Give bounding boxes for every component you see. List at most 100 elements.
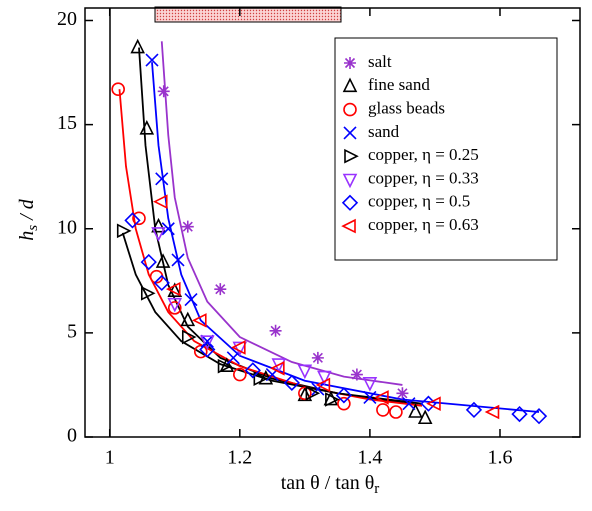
marker (341, 218, 356, 234)
legend-label: salt (368, 52, 392, 71)
marker (374, 390, 389, 405)
y-tick-label: 5 (67, 320, 77, 342)
x-tick-label: 1.4 (357, 447, 382, 469)
marker (297, 364, 313, 380)
fit-curve (151, 62, 540, 413)
marker (511, 405, 528, 423)
marker (217, 358, 233, 374)
marker (231, 340, 246, 355)
legend-label: copper, η = 0.25 (368, 145, 479, 164)
marker (417, 409, 433, 425)
marker (193, 344, 208, 359)
marker (155, 253, 171, 268)
y-tick-label: 10 (57, 216, 77, 238)
marker (315, 377, 331, 393)
y-tick-label: 20 (57, 8, 77, 30)
marker (181, 329, 197, 345)
marker (139, 119, 155, 135)
marker (426, 396, 441, 411)
marker (342, 173, 358, 189)
marker (161, 222, 175, 236)
legend-label: copper, η = 0.5 (368, 192, 470, 211)
marker (145, 53, 159, 67)
marker (298, 386, 312, 401)
marker (140, 286, 156, 301)
marker (151, 227, 166, 242)
marker (165, 281, 181, 297)
marker (171, 253, 185, 267)
marker (200, 334, 214, 348)
marker (244, 362, 261, 379)
legend-label: glass beads (368, 99, 445, 118)
marker (335, 387, 353, 404)
marker (124, 212, 141, 229)
marker (199, 335, 215, 350)
marker (317, 370, 332, 386)
y-axis-label: hs / d (16, 198, 42, 240)
marker (297, 386, 313, 402)
marker (389, 405, 403, 419)
marker (153, 274, 170, 292)
marker (269, 324, 282, 337)
x-tick-label: 1.2 (227, 447, 252, 469)
marker (157, 85, 170, 98)
marker (184, 292, 198, 307)
legend-label: sand (368, 122, 400, 141)
marker (253, 371, 269, 386)
marker (130, 38, 145, 54)
marker (311, 351, 324, 364)
marker (151, 217, 166, 233)
marker (271, 358, 287, 373)
marker (155, 172, 169, 186)
legend-label: copper, η = 0.33 (368, 168, 479, 187)
marker (323, 390, 339, 406)
marker (233, 367, 247, 382)
marker (132, 211, 146, 226)
marker (343, 126, 357, 140)
marker (362, 377, 378, 392)
marker (342, 77, 358, 93)
marker (283, 374, 300, 391)
marker (116, 223, 132, 239)
marker (350, 368, 363, 381)
marker (152, 194, 168, 209)
marker (363, 390, 377, 404)
legend-box (334, 37, 558, 261)
marker (270, 360, 285, 376)
marker (341, 194, 359, 211)
marker (337, 396, 351, 411)
marker (325, 392, 340, 407)
marker (465, 401, 483, 419)
marker (530, 408, 548, 425)
range-bar (154, 6, 342, 23)
marker (199, 341, 216, 358)
marker (311, 382, 325, 396)
legend-label: fine sand (368, 75, 430, 94)
x-tick-label: 1 (105, 447, 115, 469)
marker (214, 283, 227, 296)
marker (343, 102, 357, 117)
marker (167, 301, 182, 315)
marker (167, 297, 183, 313)
plot-frame (84, 7, 581, 438)
x-tick-label: 1.6 (487, 447, 512, 469)
y-tick-label: 0 (67, 425, 77, 447)
marker (140, 253, 157, 271)
marker (396, 387, 409, 400)
marker (232, 341, 248, 357)
marker (181, 220, 194, 233)
legend-label: copper, η = 0.63 (368, 215, 479, 234)
marker (402, 397, 416, 411)
marker (167, 282, 183, 298)
fit-curve (121, 232, 423, 405)
marker (408, 403, 423, 418)
x-axis-label: tan θ / tan θr (281, 472, 380, 498)
marker (376, 403, 390, 417)
marker (344, 57, 356, 69)
marker (111, 82, 125, 97)
marker (191, 313, 207, 328)
marker (344, 148, 359, 164)
marker (305, 385, 321, 401)
marker (484, 404, 500, 420)
